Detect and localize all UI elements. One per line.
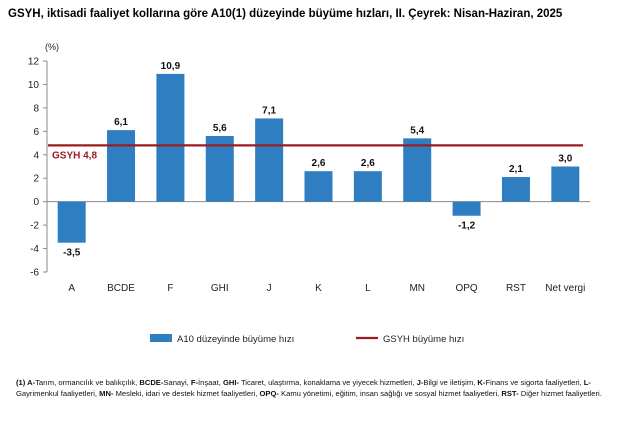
- footnote-key: OPQ-: [259, 389, 279, 399]
- footnote-key: BCDE-: [139, 378, 164, 387]
- data-label: -3,5: [63, 248, 81, 259]
- legend-label-bars: A10 düzeyinde büyüme hızı: [177, 334, 294, 345]
- bar: [403, 138, 432, 202]
- chart-title: GSYH, iktisadi faaliyet kollarına göre A…: [8, 8, 563, 20]
- bar: [57, 201, 86, 243]
- bar: [501, 177, 530, 202]
- footnote-text: Gayrimenkul faaliyetleri,: [16, 389, 100, 399]
- footnote-text: İnşaat,: [198, 378, 223, 387]
- footnote-key: K-: [477, 378, 486, 387]
- y-axis-unit-label: (%): [45, 42, 59, 52]
- y-tick-label: 2: [33, 174, 39, 185]
- y-tick-label: 4: [33, 150, 39, 161]
- footnote-key: A-: [27, 378, 36, 387]
- bar: [353, 171, 382, 202]
- legend-label-line: GSYH büyüme hızı: [383, 334, 464, 345]
- x-tick-label: BCDE: [107, 283, 135, 294]
- footnote-key: RST-: [501, 389, 519, 399]
- footnote-key: F-: [190, 378, 199, 387]
- footnote-text: Ticaret, ulaştırma, konaklama ve yiyecek…: [238, 378, 417, 387]
- x-tick-label: K: [315, 283, 322, 294]
- y-tick-label: 0: [33, 197, 39, 208]
- y-tick-label: -4: [30, 244, 39, 255]
- legend-swatch-bars: [150, 334, 172, 342]
- y-tick-label: -2: [30, 221, 39, 232]
- data-label: 5,6: [213, 123, 227, 134]
- x-tick-label: L: [365, 283, 371, 294]
- footnote-text: Tarım, ormancılık ve balıkçılık,: [35, 378, 140, 387]
- bar: [551, 166, 580, 202]
- bar: [156, 73, 185, 202]
- footnote-text: Bilgi ve iletişim,: [423, 378, 478, 387]
- footnote-text: Finans ve sigorta faaliyetleri,: [485, 378, 584, 387]
- footnote-key: J-: [416, 378, 424, 387]
- data-label: 6,1: [114, 117, 128, 128]
- x-tick-label: MN: [409, 283, 425, 294]
- bar: [255, 118, 284, 202]
- bar: [205, 136, 234, 202]
- x-tick-label: F: [167, 283, 173, 294]
- bar: [304, 171, 333, 202]
- data-label: 5,4: [410, 125, 424, 136]
- x-tick-label: Net vergi: [545, 283, 585, 294]
- footnote-text: Diğer hizmet faaliyetleri.: [518, 389, 602, 399]
- data-label: 2,6: [312, 158, 326, 169]
- data-label: 3,0: [558, 154, 572, 165]
- data-label: 2,1: [509, 164, 523, 175]
- footnote-key: L-: [583, 378, 591, 387]
- footnote-text: Mesleki, idari ve destek hizmet faaliyet…: [113, 389, 260, 399]
- x-tick-label: A: [68, 283, 75, 294]
- y-tick-label: 6: [33, 127, 39, 138]
- y-tick-label: 8: [33, 103, 39, 114]
- y-tick-label: 12: [28, 57, 40, 68]
- footnote-key: (1): [16, 378, 28, 387]
- footnote: (1) A-Tarım, ormancılık ve balıkçılık, B…: [16, 377, 616, 400]
- y-tick-label: 10: [28, 80, 40, 91]
- gsyh-reference-label: GSYH 4,8: [52, 150, 97, 161]
- x-tick-label: RST: [506, 283, 526, 294]
- bar: [107, 130, 136, 202]
- footnote-key: MN-: [99, 389, 114, 399]
- x-tick-label: OPQ: [455, 283, 477, 294]
- x-tick-label: GHI: [211, 283, 229, 294]
- footnote-text: Sanayi,: [163, 378, 191, 387]
- data-label: 7,1: [262, 105, 276, 116]
- bar: [452, 201, 481, 216]
- x-tick-label: J: [267, 283, 272, 294]
- y-tick-label: -6: [30, 268, 39, 279]
- footnote-key: GHI-: [222, 378, 239, 387]
- data-label: -1,2: [458, 221, 476, 232]
- data-label: 2,6: [361, 158, 375, 169]
- footnote-text: Kamu yönetimi, eğitim, insan sağlığı ve …: [278, 389, 502, 399]
- data-label: 10,9: [161, 61, 181, 72]
